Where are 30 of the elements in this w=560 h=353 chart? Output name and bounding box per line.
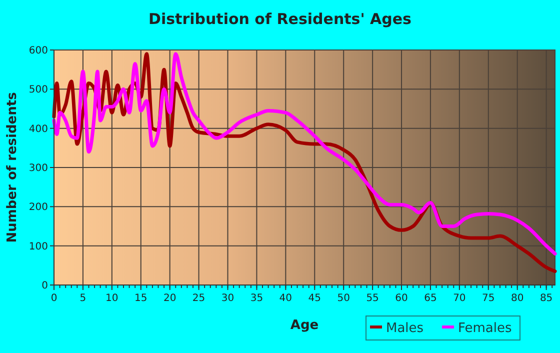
x-tick-label: 5 xyxy=(80,293,86,304)
legend-label: Females xyxy=(458,321,512,336)
x-tick-label: 35 xyxy=(250,293,264,304)
x-tick-label: 85 xyxy=(540,293,553,304)
x-tick-label: 20 xyxy=(163,293,176,304)
x-tick-label: 70 xyxy=(453,293,466,304)
x-tick-label: 80 xyxy=(510,293,524,304)
y-tick-label: 100 xyxy=(28,241,48,252)
x-tick-label: 10 xyxy=(106,293,118,304)
x-axis-title: Age xyxy=(290,318,319,333)
x-tick-label: 30 xyxy=(221,293,234,304)
x-tick-label: 45 xyxy=(308,293,322,304)
legend-label: Males xyxy=(386,321,424,336)
y-tick-label: 500 xyxy=(28,84,48,96)
y-tick-label: 200 xyxy=(28,202,48,214)
x-tick-label: 50 xyxy=(337,293,350,304)
x-tick-label: 55 xyxy=(366,293,379,304)
x-tick-label: 40 xyxy=(279,293,292,304)
chart-title: Distribution of Residents' Ages xyxy=(148,10,412,28)
x-tick-label: 25 xyxy=(192,293,206,304)
x-tick-label: 65 xyxy=(424,293,437,304)
y-axis-title: Number of residents xyxy=(5,92,20,243)
y-tick-label: 0 xyxy=(42,280,48,292)
x-tick-label: 75 xyxy=(482,293,495,304)
y-tick-label: 400 xyxy=(28,124,48,135)
x-tick-label: 60 xyxy=(395,293,408,304)
y-tick-label: 600 xyxy=(28,46,48,56)
x-tick-label: 0 xyxy=(50,293,58,304)
x-tick-label: 15 xyxy=(134,293,148,304)
y-tick-label: 300 xyxy=(28,163,48,174)
